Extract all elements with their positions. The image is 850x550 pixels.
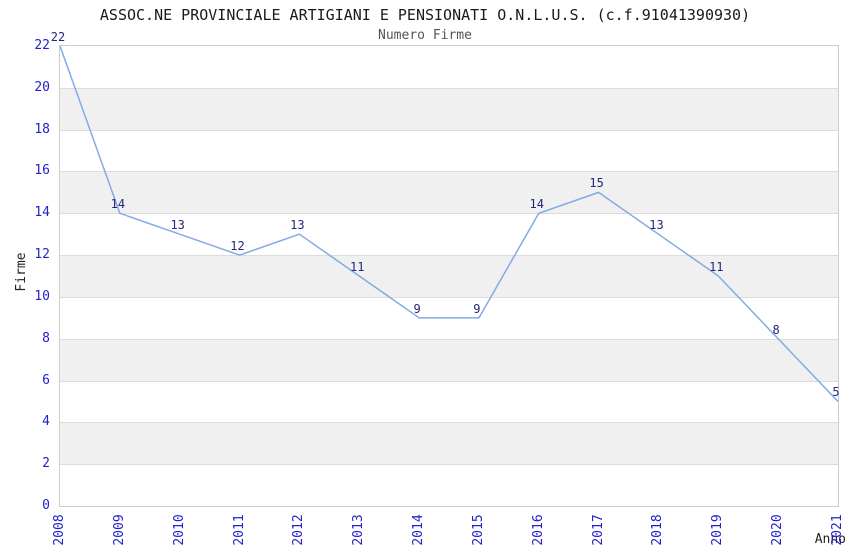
x-tick-label: 2010 [171,514,187,546]
y-tick-label: 8 [42,330,50,346]
gridline [60,171,838,173]
data-point-label: 9 [473,301,481,316]
grid-band [60,422,838,465]
gridline [60,464,838,466]
x-tick-label: 2008 [52,514,67,546]
data-point-label: 5 [832,385,840,400]
plot-area [59,45,839,507]
data-point-label: 12 [230,239,245,254]
x-tick-label: 2015 [470,514,486,546]
data-point-label: 13 [170,218,185,233]
data-point-label: 11 [709,260,724,274]
gridline [60,422,838,424]
y-tick-label: 4 [42,414,50,430]
y-tick-label: 12 [34,247,50,263]
data-point-label: 22 [50,30,66,44]
grid-band [60,87,838,130]
x-tick-label: 2014 [411,514,427,546]
y-tick-label: 10 [34,288,50,304]
data-point-label: 8 [772,322,780,337]
chart-title: ASSOC.NE PROVINCIALE ARTIGIANI E PENSION… [99,6,751,24]
gridline [60,338,838,340]
line-series-svg [60,46,838,403]
data-point-label: 15 [589,176,604,191]
data-point-label: 13 [649,218,664,233]
grid-band [60,338,838,381]
x-tick-label: 2012 [291,514,307,546]
data-point-label: 14 [110,197,126,212]
x-tick-label: 2011 [231,514,247,546]
grid-band [60,255,838,297]
x-tick-label: 2021 [830,514,845,546]
y-tick-label: 22 [34,38,50,53]
gridline [60,129,838,131]
y-tick-label: 14 [34,205,50,221]
x-tick-label: 2018 [650,514,666,546]
y-tick-label: 2 [42,456,50,472]
gridline [60,380,838,382]
y-tick-label: 16 [34,163,50,179]
grid-band [60,171,838,214]
data-point-label: 14 [529,197,544,212]
line-series [60,46,838,403]
y-tick-label: 6 [42,372,50,388]
x-tick-label: 2019 [710,514,726,546]
chart-subtitle: Numero Firme [378,28,472,43]
x-tick-label: 2017 [590,514,606,546]
gridline [60,87,838,89]
x-tick-label: 2009 [111,514,127,546]
y-tick-label: 0 [42,498,50,513]
gridline [60,255,838,257]
gridline [60,296,838,298]
data-point-label: 9 [413,301,421,316]
data-point-label: 13 [290,218,305,233]
x-tick-label: 2013 [351,514,367,546]
gridline [60,213,838,215]
y-tick-label: 20 [34,79,50,95]
x-tick-label: 2016 [530,514,546,546]
y-tick-label: 18 [34,121,50,137]
x-axis-title: Anno [814,532,846,547]
data-point-label: 11 [349,260,365,274]
x-tick-label: 2020 [770,514,786,546]
